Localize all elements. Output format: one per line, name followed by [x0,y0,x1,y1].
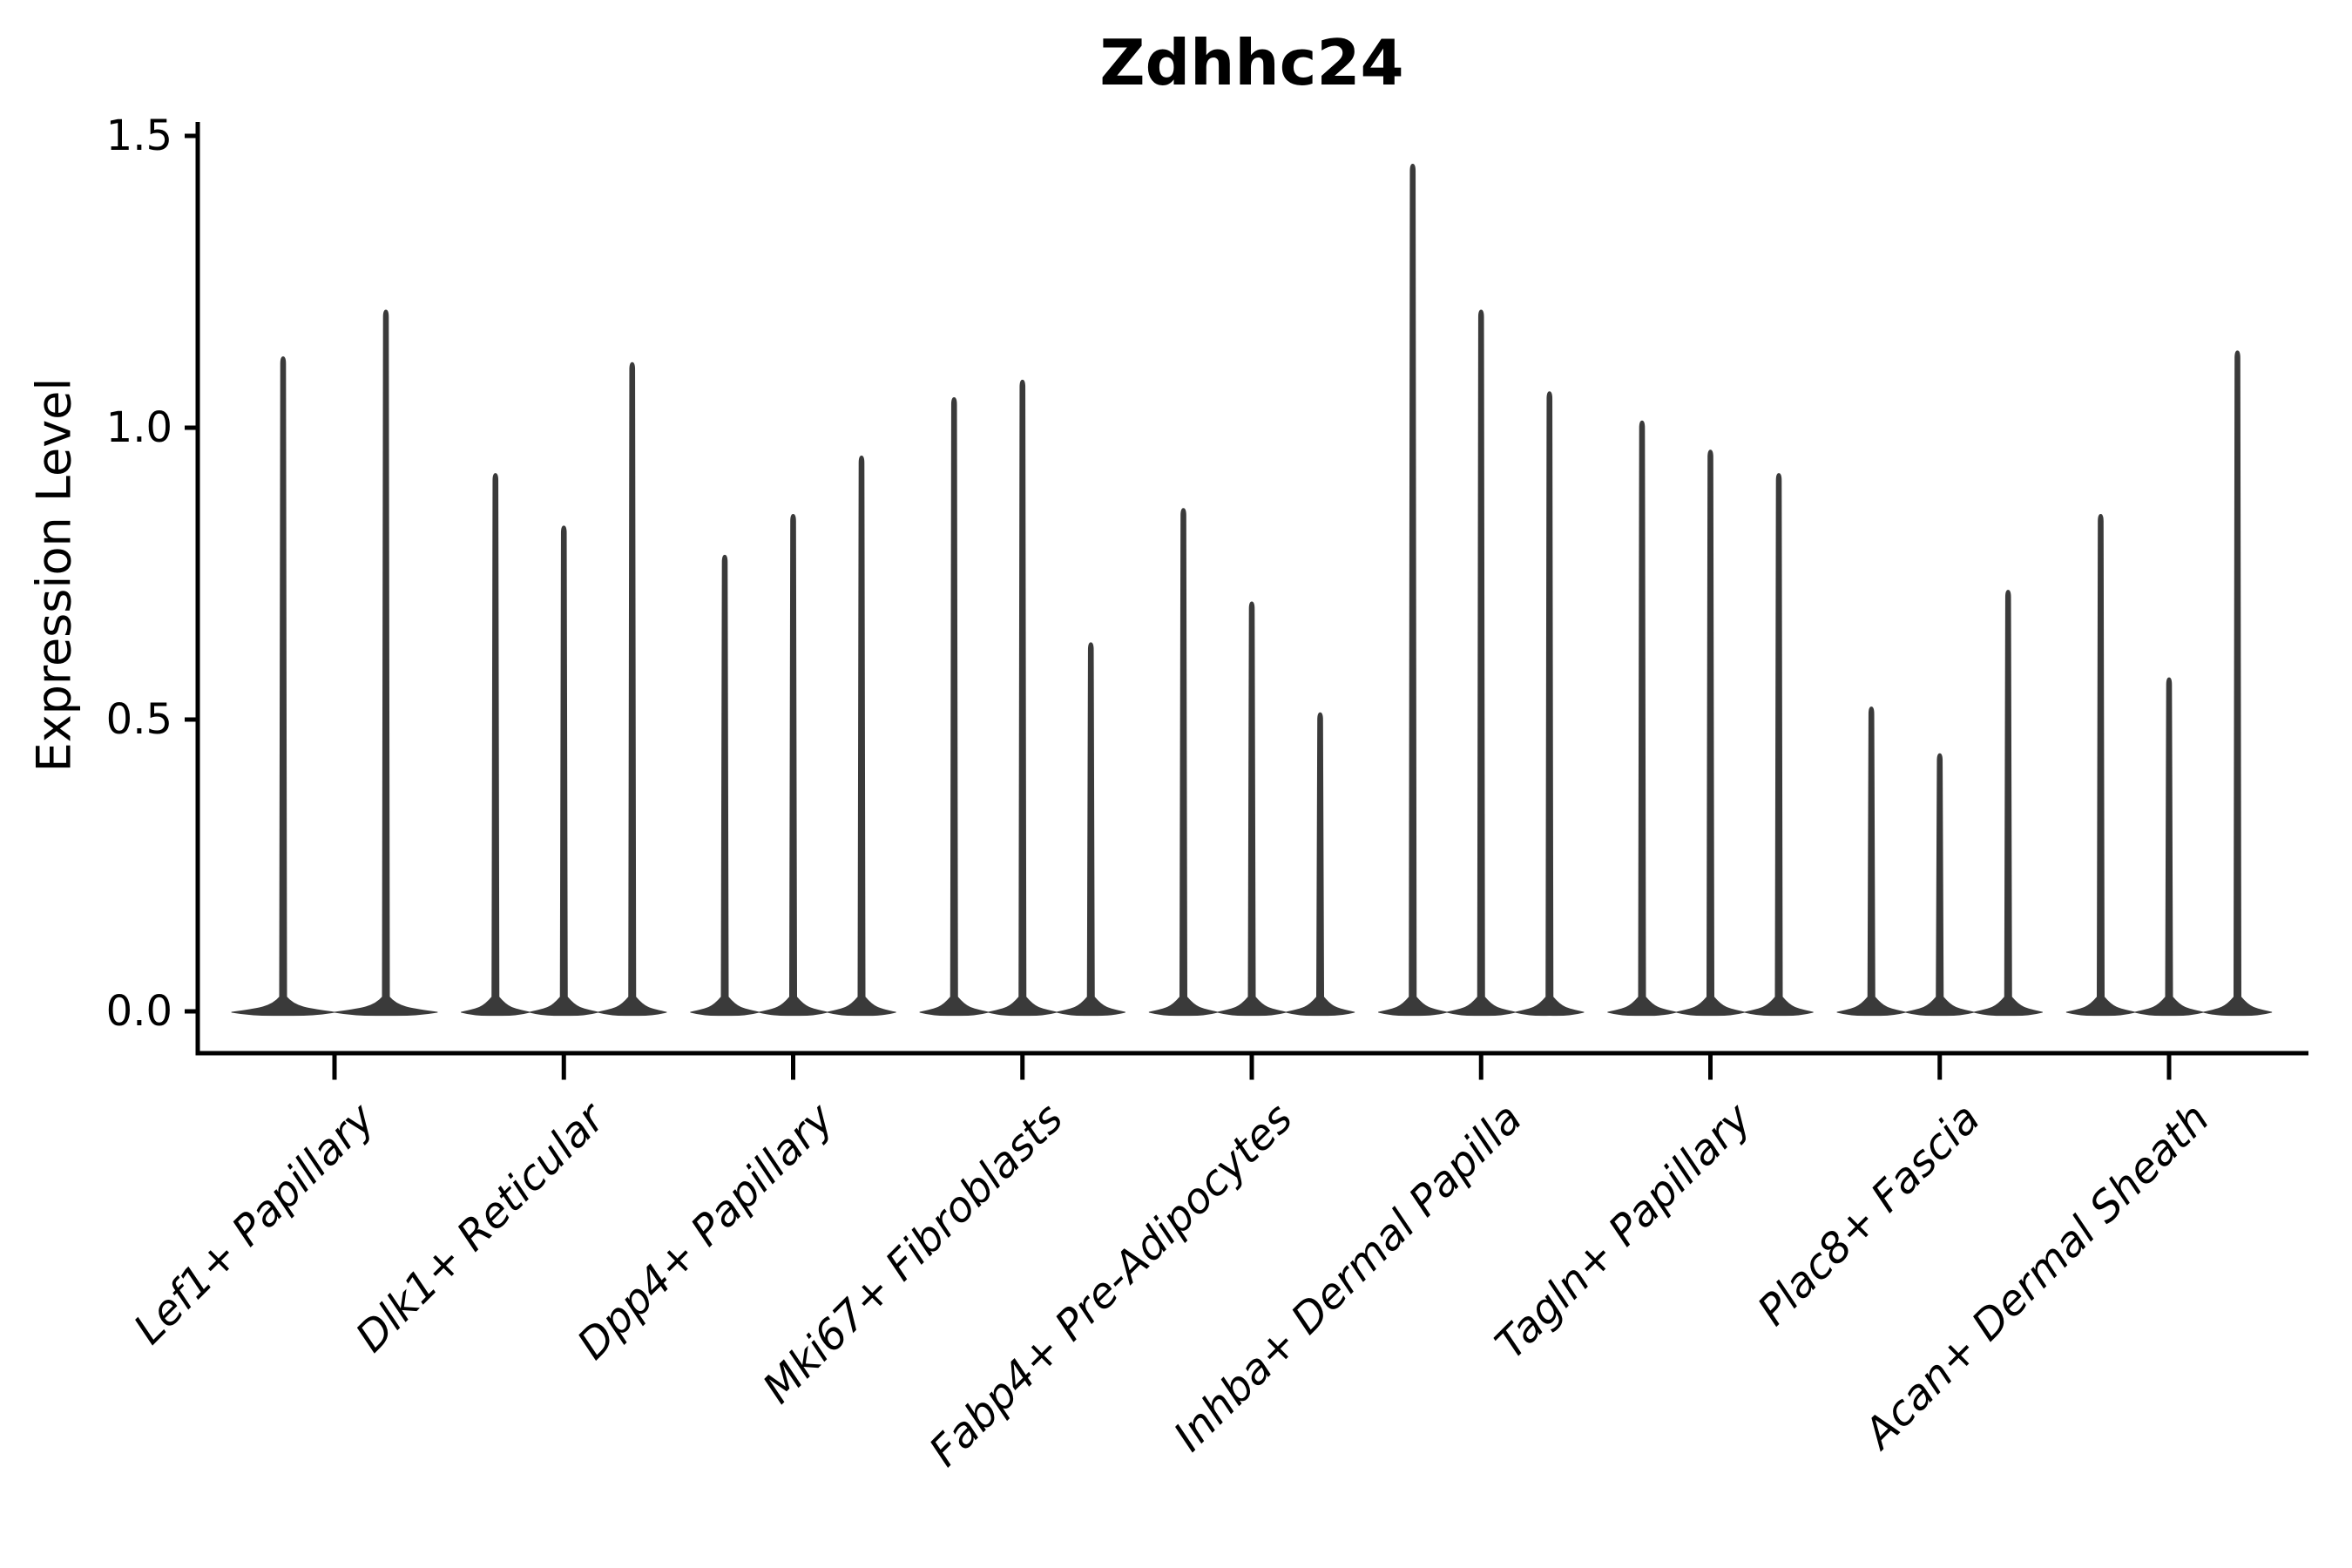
violin [1836,706,1906,1017]
violin [461,473,531,1017]
violin [1675,449,1746,1017]
violin [988,379,1058,1017]
violin [1973,590,2043,1017]
violin [334,309,438,1017]
violin [2134,677,2204,1017]
violin [529,525,598,1017]
violin [758,514,828,1017]
violin [1056,642,1125,1017]
violin [1744,473,1814,1017]
violin [827,456,896,1017]
y-tick-label: 1.5 [105,112,172,160]
violin [2202,350,2273,1017]
chart-title: Zdhhc24 [1099,26,1404,99]
y-tick-label: 1.0 [105,403,172,452]
violin [919,397,989,1017]
y-tick-label: 0.5 [105,695,172,744]
y-tick-label: 0.0 [105,987,172,1036]
violin [231,356,335,1017]
violin [2065,514,2136,1017]
violin [1148,508,1219,1017]
violin [1285,712,1355,1017]
violin [1607,420,1677,1017]
violin [1378,164,1448,1017]
violin [1515,391,1585,1017]
violin [1217,601,1287,1017]
violin [1905,753,1975,1017]
violin [690,554,760,1017]
violin [598,362,667,1017]
violin [1446,309,1516,1017]
